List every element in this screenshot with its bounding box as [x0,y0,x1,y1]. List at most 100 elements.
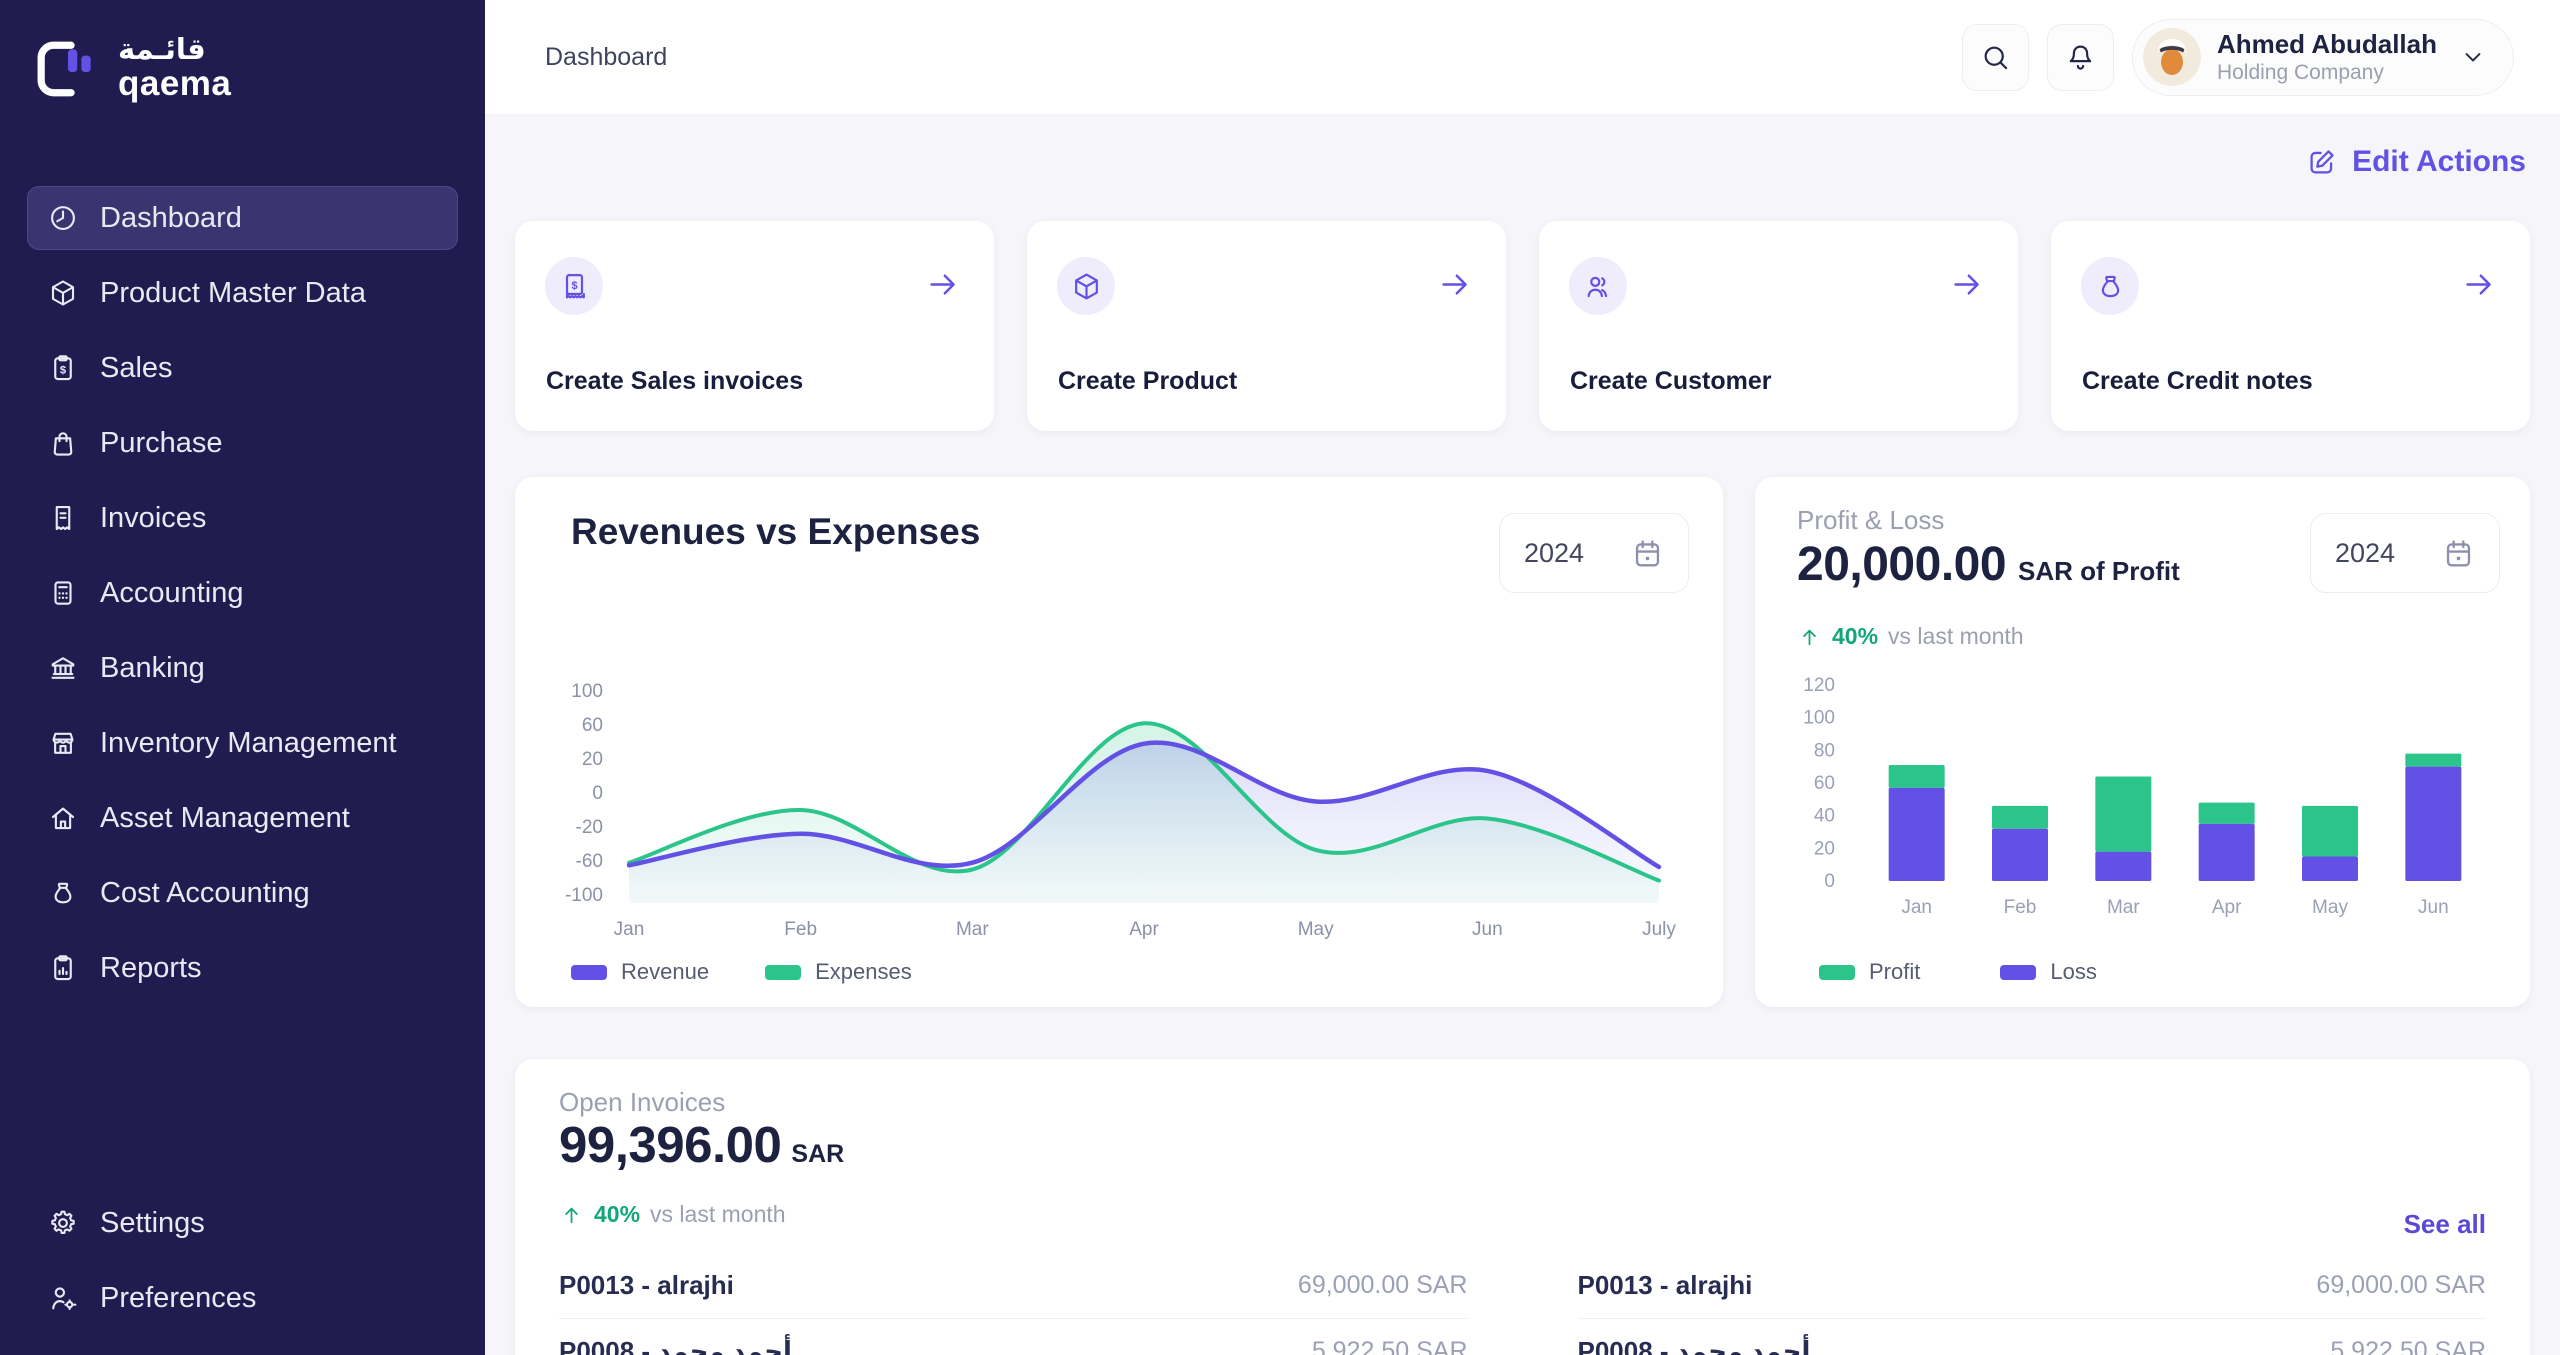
search-button[interactable] [1961,23,2029,91]
arrow-right-icon[interactable] [1949,267,1984,302]
brand-logo: قائـمة qaema [36,35,232,103]
sidebar-item-purchase[interactable]: Purchase [27,411,458,475]
rev-year-value: 2024 [1524,537,1585,568]
svg-text:Feb: Feb [784,919,817,940]
edit-actions-label: Edit Actions [2352,145,2526,178]
legend-swatch [2000,964,2037,980]
calendar-icon [2442,537,2475,570]
action-card-icon-circle [2081,257,2139,315]
sidebar-item-product-master-data[interactable]: Product Master Data [27,261,458,325]
profit-trend-pct: 40% [1832,623,1879,649]
svg-text:Jan: Jan [614,919,645,940]
sidebar-item-sales[interactable]: $ Sales [27,336,458,400]
svg-text:Mar: Mar [2107,897,2140,918]
svg-text:100: 100 [571,681,603,702]
pnl-year-value: 2024 [2335,537,2396,568]
invoice-row[interactable]: P0013 - alrajhi 69,000.00 SAR [559,1253,1468,1319]
users-icon [1583,271,1614,302]
see-all-link[interactable]: See all [2403,1209,2486,1239]
sidebar-item-preferences[interactable]: Preferences [27,1266,458,1330]
open-invoices-column-2: P0013 - alrajhi 69,000.00 SAR P0008 - أحمد… [1577,1253,2487,1355]
revenues-vs-expenses-panel: Revenues vs Expenses 2024 100 60 20 0 -20 -60… [515,477,1723,1007]
legend-item-loss: Loss [2000,959,2097,985]
trend-up-icon [559,1202,584,1227]
breadcrumb: Dashboard [545,42,668,71]
action-card-label: Create Credit notes [2082,367,2313,395]
action-card-create-sales-invoices[interactable]: $ Create Sales invoices [515,221,994,431]
money-bag-icon [2095,271,2126,302]
calculator-icon [48,578,78,608]
sidebar-item-reports[interactable]: Reports [27,936,458,1000]
svg-text:20: 20 [1814,838,1835,859]
arrow-right-icon[interactable] [1437,267,1472,302]
svg-text:120: 120 [1803,675,1835,696]
arrow-right-icon[interactable] [925,267,960,302]
sidebar-item-invoices[interactable]: Invoices [27,486,458,550]
sidebar-item-label: Cost Accounting [100,876,310,909]
svg-text:60: 60 [582,715,603,736]
brand-name-latin: qaema [118,63,232,103]
svg-text:Jun: Jun [2418,897,2449,918]
sidebar-item-settings[interactable]: Settings [27,1191,458,1255]
invoice-id: P0013 - alrajhi [559,1270,734,1300]
sidebar-item-banking[interactable]: Banking [27,636,458,700]
profit-amount: 20,000.00 [1797,538,2007,591]
sidebar-item-inventory-management[interactable]: Inventory Management [27,711,458,775]
action-card-icon-circle: $ [545,257,603,315]
sidebar-item-label: Product Master Data [100,276,366,309]
sidebar-item-accounting[interactable]: Accounting [27,561,458,625]
invoice-dollar-icon: $ [559,271,590,302]
sidebar-item-asset-management[interactable]: Asset Management [27,786,458,850]
action-card-create-credit-notes[interactable]: Create Credit notes [2051,221,2530,431]
sidebar-item-label: Invoices [100,501,207,534]
open-invoices-trend-pct: 40% [594,1201,641,1227]
sidebar-item-label: Asset Management [100,801,350,834]
svg-text:Apr: Apr [1129,919,1159,940]
svg-text:Apr: Apr [2212,897,2242,918]
quick-action-cards: $ Create Sales invoices Create Product Crea… [515,221,2530,431]
user-menu[interactable]: Ahmed Abudallah Holding Company [2131,18,2514,96]
user-name: Ahmed Abudallah [2216,28,2437,59]
open-invoices-amount: 99,396.00 [559,1116,782,1173]
open-invoices-lists: P0013 - alrajhi 69,000.00 SAR P0008 - أحمد… [559,1253,2486,1355]
edit-actions-button[interactable]: Edit Actions [2306,145,2526,179]
sidebar-item-label: Settings [100,1206,205,1239]
invoice-amount: 69,000.00 SAR [1297,1271,1468,1299]
svg-text:$: $ [60,365,67,377]
revenues-vs-expenses-chart: 100 60 20 0 -20 -60 -100 Jan Feb Mar Apr May Jun July [565,681,1676,940]
svg-text:60: 60 [1814,773,1835,794]
sidebar-item-label: Preferences [100,1281,257,1314]
sidebar-item-dashboard[interactable]: Dashboard [27,186,458,250]
pnl-year-selector[interactable]: 2024 [2310,513,2500,593]
sidebar-item-label: Reports [100,951,202,984]
user-company: Holding Company [2216,61,2384,84]
search-icon [1980,42,2011,73]
open-invoices-trend-label: vs last month [650,1201,786,1227]
action-card-create-product[interactable]: Create Product [1027,221,1506,431]
svg-text:0: 0 [1824,871,1835,892]
storefront-icon [48,728,78,758]
charts-row: Revenues vs Expenses 2024 100 60 20 0 -20 -60… [515,477,2530,1007]
invoice-row[interactable]: P0008 - أحمد محمد 5,922.50 SAR [559,1319,1468,1355]
sidebar-item-label: Purchase [100,426,223,459]
profit-loss-panel: Profit & Loss 20,000.00 SAR of Profit 40… [1755,477,2530,1007]
action-card-create-customer[interactable]: Create Customer [1539,221,2018,431]
clipboard-chart-icon [48,953,78,983]
clipboard-dollar-icon: $ [48,353,78,383]
svg-text:40: 40 [1814,806,1835,827]
notifications-button[interactable] [2046,23,2114,91]
rev-year-selector[interactable]: 2024 [1499,513,1689,593]
topbar: Dashboard Ahmed Abudallah [485,0,2560,115]
topbar-controls: Ahmed Abudallah Holding Company [1961,18,2514,96]
profit-loss-title: Profit & Loss [1797,505,1945,535]
invoice-row[interactable]: P0013 - alrajhi 69,000.00 SAR [1577,1253,2486,1319]
clock-icon [48,203,78,233]
open-invoices-trend: 40% vs last month [559,1201,786,1228]
package-icon [48,278,78,308]
arrow-right-icon[interactable] [2461,267,2496,302]
sidebar-item-cost-accounting[interactable]: Cost Accounting [27,861,458,925]
invoice-row[interactable]: P0008 - أحمد محمد 5,922.50 SAR [1578,1319,2487,1355]
invoice-amount: 5,922.50 SAR [1311,1337,1468,1355]
profit-trend-label: vs last month [1888,623,2024,649]
avatar [2142,28,2201,86]
